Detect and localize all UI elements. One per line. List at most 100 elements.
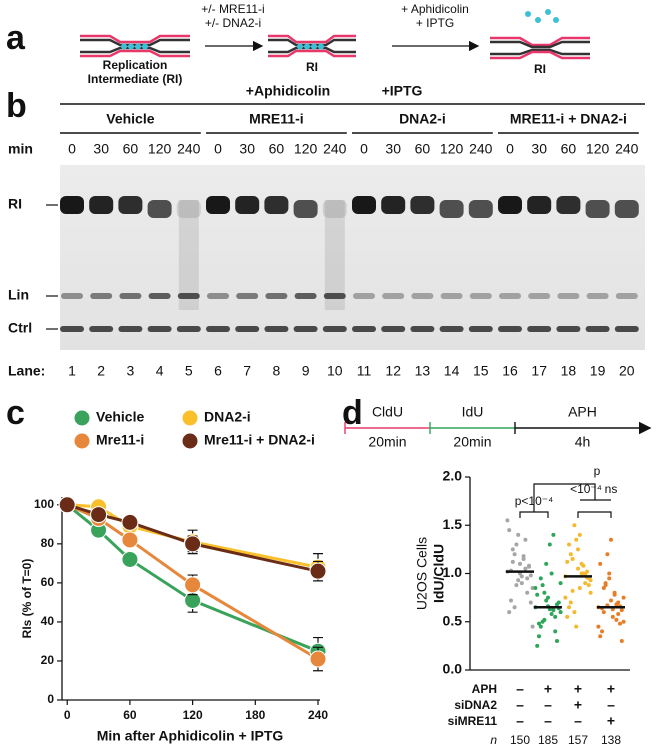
data-point <box>607 576 612 581</box>
smear <box>178 200 199 310</box>
data-point <box>558 581 563 586</box>
scheme-text: RI <box>306 60 318 74</box>
condition-label: APH <box>472 682 497 696</box>
y-tick-label: 1.5 <box>443 516 463 532</box>
data-point <box>530 585 535 590</box>
band-ri <box>410 196 435 214</box>
lane-number: 12 <box>385 363 401 379</box>
band-ctrl <box>293 326 318 332</box>
timeline-label: APH <box>568 404 597 420</box>
data-point <box>568 600 573 605</box>
data-point <box>184 576 202 594</box>
time-label: 120 <box>148 141 172 157</box>
condition-sign: – <box>544 713 552 729</box>
band-lin <box>177 293 200 299</box>
legend-swatch <box>73 432 91 450</box>
gel-image <box>60 165 645 350</box>
data-point <box>525 590 530 595</box>
data-point <box>58 496 76 514</box>
y-tick-label: 80 <box>41 536 55 550</box>
scheme-text: Intermediate (RI) <box>88 72 183 86</box>
bead <box>304 43 310 50</box>
lane-number: 15 <box>473 363 489 379</box>
lane-number: 8 <box>273 363 281 379</box>
y-tick-label: 2.0 <box>443 468 463 484</box>
data-point <box>510 547 515 552</box>
band-ctrl <box>322 326 347 332</box>
band-ri <box>60 196 84 214</box>
band-ctrl <box>381 326 406 332</box>
data-point <box>549 571 554 576</box>
annotation: ns <box>605 482 618 496</box>
y-tick-label: 1.0 <box>443 564 463 580</box>
data-point <box>507 610 512 615</box>
band-ri <box>293 200 318 218</box>
timeline-duration: 4h <box>575 434 591 450</box>
data-point <box>612 590 617 595</box>
group-label: MRE11-i + DNA2-i <box>510 111 627 127</box>
beads <box>297 43 324 50</box>
data-point <box>512 552 517 557</box>
data-point <box>184 535 202 553</box>
bead <box>318 43 324 50</box>
band-lin <box>557 293 580 299</box>
lane-number: 2 <box>97 363 105 379</box>
condition-sign: – <box>516 713 524 729</box>
data-point <box>563 595 568 600</box>
panel-label: a <box>6 19 26 57</box>
bead <box>142 43 148 50</box>
y-axis-label: IdU/CldU <box>431 544 447 603</box>
n-label: n <box>490 733 497 747</box>
data-point <box>607 571 612 576</box>
band-lin <box>528 293 551 299</box>
condition-sign: – <box>607 697 615 713</box>
band-ctrl <box>176 326 201 332</box>
data-point <box>121 531 139 549</box>
beads <box>121 43 148 50</box>
time-label: 30 <box>93 141 109 157</box>
time-label: 60 <box>415 141 431 157</box>
data-point <box>598 634 603 639</box>
bead <box>297 43 303 50</box>
data-point <box>537 634 541 639</box>
beads <box>525 9 559 23</box>
data-point <box>555 602 559 607</box>
data-point <box>309 562 327 580</box>
bead <box>525 11 531 17</box>
band-ri <box>322 200 347 218</box>
band-ctrl <box>147 326 172 332</box>
lane-number: 1 <box>68 363 76 379</box>
time-label: 60 <box>123 141 139 157</box>
y-tick-label: 60 <box>41 575 55 589</box>
strand <box>268 34 356 44</box>
strand <box>490 48 590 56</box>
condition-sign: + <box>607 713 615 729</box>
scheme-text: + Aphidicolin <box>401 2 469 16</box>
bead <box>128 43 134 50</box>
bracket <box>519 511 549 518</box>
data-point <box>586 583 591 588</box>
strand <box>490 50 590 60</box>
data-point <box>553 614 558 619</box>
band-lin <box>353 293 375 299</box>
legend-label: Mre11-i + DNA2-i <box>204 432 315 448</box>
data-point <box>514 583 519 588</box>
data-point <box>555 639 559 644</box>
data-point <box>621 595 626 600</box>
band-ri <box>585 200 610 218</box>
n-value: 138 <box>601 733 621 747</box>
x-tick-label: 60 <box>123 708 137 722</box>
data-point <box>565 559 570 564</box>
data-point <box>516 578 521 583</box>
annotation: <10⁻⁴ <box>570 482 602 496</box>
data-point <box>553 629 558 634</box>
data-point <box>538 624 543 629</box>
data-point <box>547 542 552 547</box>
time-label: 0 <box>360 141 368 157</box>
data-point <box>528 573 533 578</box>
timeline-label: IdU <box>462 404 484 420</box>
data-point <box>121 513 139 531</box>
timeline-label: CldU <box>372 404 403 420</box>
legend-swatch <box>181 409 199 427</box>
lane-number: 20 <box>619 363 635 379</box>
